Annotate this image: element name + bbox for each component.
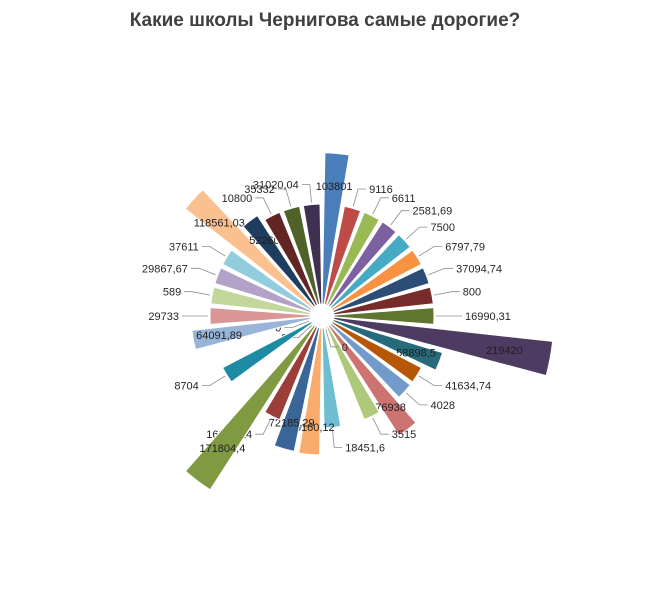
- pie-slice-7: [332, 267, 430, 314]
- data-label-27: 589: [163, 287, 181, 299]
- leader-line-27: [184, 291, 210, 296]
- pie-slice-6: [331, 249, 423, 312]
- leader-line-34: [301, 184, 312, 203]
- leader-line-2: [352, 188, 367, 207]
- pie-slice-17: [321, 327, 342, 429]
- pie-slice-28: [214, 267, 312, 314]
- data-label-29: 37611: [169, 242, 199, 254]
- data-label-23: 8704: [174, 381, 198, 393]
- data-label-9: 16990,31: [465, 311, 511, 323]
- pie-slice-18: [298, 327, 323, 456]
- data-label-16: 0: [342, 342, 348, 354]
- data-label-33: 35332: [244, 184, 275, 196]
- pie-slice-33: [282, 205, 321, 306]
- data-label-5: 7500: [431, 222, 455, 234]
- data-label-25: 64091,89: [196, 330, 242, 342]
- data-label-8: 800: [463, 287, 481, 299]
- data-label-10: 219420: [486, 345, 523, 357]
- data-label-32: 10800: [222, 193, 253, 205]
- data-label-2: 9116: [369, 184, 393, 196]
- pie-slice-15: [325, 325, 380, 421]
- leader-line-16: [325, 329, 339, 348]
- pie-slice-11: [332, 318, 444, 371]
- data-label-7: 37094,74: [456, 263, 502, 275]
- data-label-17: 18451,6: [345, 442, 385, 454]
- leader-line-28: [190, 267, 216, 276]
- leader-line-33: [277, 188, 292, 207]
- pie-slice-32: [264, 211, 319, 307]
- leader-line-4: [390, 210, 410, 226]
- pie-slice-1: [321, 152, 350, 305]
- pie-slice-20: [264, 325, 319, 421]
- data-label-24: 0: [275, 323, 281, 335]
- pie-slice-22: [312, 323, 315, 326]
- pie-slice-13: [329, 322, 411, 399]
- leader-line-13: [405, 392, 428, 406]
- leader-line-8: [434, 291, 460, 296]
- leader-line-29: [201, 246, 226, 257]
- pie-slice-3: [325, 211, 380, 307]
- pie-slice-10: [333, 316, 554, 377]
- pie-slice-21: [184, 324, 317, 491]
- data-label-15: 3515: [392, 429, 416, 441]
- leader-line-24: [284, 320, 310, 329]
- leader-line-5: [405, 226, 428, 240]
- pie-slice-23: [221, 320, 313, 383]
- pie-slice-9: [333, 307, 435, 325]
- pie-slice-34: [302, 203, 323, 305]
- data-label-14: 76938: [375, 402, 406, 414]
- data-label-21: 171804,4: [199, 443, 245, 455]
- data-label-18: 73160,12: [289, 422, 335, 434]
- data-label-30: 118561,03: [194, 217, 245, 229]
- pie-slice-25: [191, 316, 311, 351]
- data-label-3: 6611: [392, 193, 416, 205]
- data-label-4: 2581,69: [413, 206, 453, 218]
- pie-slice-2: [323, 205, 362, 306]
- data-label-19: 72185,29: [269, 417, 315, 429]
- pie-slice-5: [329, 233, 411, 310]
- data-label-11: 58898,5: [396, 347, 436, 359]
- leader-line-3: [372, 197, 389, 215]
- data-label-34: 31020,04: [253, 180, 299, 192]
- chart-title: Какие школы Чернигова самые дорогие?: [129, 10, 521, 31]
- pie-slice-31: [242, 214, 317, 308]
- pie-slice-8: [333, 286, 434, 316]
- data-label-26: 29733: [148, 311, 179, 323]
- leader-line-12: [418, 375, 443, 386]
- leader-line-20: [255, 417, 272, 435]
- leader-line-6: [418, 246, 443, 257]
- pie-slice-24: [310, 319, 312, 322]
- pie-slice-19: [273, 326, 321, 452]
- data-label-6: 6797,79: [445, 242, 485, 254]
- pie-slice-14: [327, 324, 417, 437]
- pie-slice-12: [331, 320, 423, 383]
- pie-slice-27: [210, 286, 311, 316]
- leader-line-32: [255, 197, 272, 215]
- leader-line-17: [332, 429, 343, 448]
- data-label-31: 52260: [249, 235, 280, 247]
- data-label-13: 4028: [431, 400, 455, 412]
- pie-slice-26: [209, 307, 311, 325]
- pie-slice-16: [324, 326, 327, 329]
- data-label-12: 41634,74: [445, 381, 491, 393]
- pie-slice-4: [327, 221, 397, 308]
- pie-slice-29: [221, 249, 313, 312]
- leader-line-7: [428, 267, 454, 276]
- pie-slice-30: [184, 188, 315, 310]
- leader-line-23: [201, 375, 226, 386]
- leader-line-15: [372, 417, 389, 435]
- data-label-28: 29867,67: [142, 263, 188, 275]
- data-label-1: 103801: [316, 181, 353, 193]
